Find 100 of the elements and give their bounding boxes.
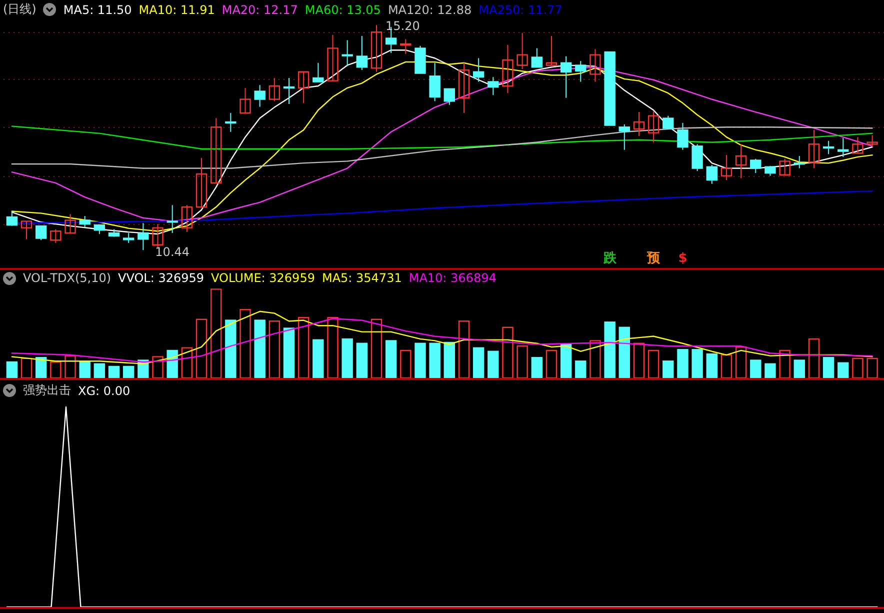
bar: [794, 360, 805, 378]
chart-title: 强势出击: [23, 382, 71, 399]
bar: [444, 342, 455, 378]
candlestick: [6, 210, 18, 226]
candlestick: [458, 62, 470, 114]
text: VVOL: 326959: [118, 271, 204, 285]
bar: [575, 360, 586, 378]
annotation: 10.44: [155, 245, 190, 260]
bar: [166, 350, 178, 378]
candlestick: [268, 77, 280, 102]
candlestick: [866, 134, 878, 148]
candlestick: [677, 122, 688, 150]
candlestick: [662, 115, 674, 129]
bar: [356, 342, 368, 378]
candlestick: [735, 144, 747, 179]
bar: [225, 320, 236, 378]
candlestick: [546, 35, 558, 66]
bar: [764, 363, 776, 378]
candlestick: [618, 124, 630, 150]
candlestick: [429, 62, 440, 102]
candlestick: [720, 154, 732, 181]
bar: [618, 326, 630, 378]
bar: [283, 328, 295, 378]
candlestick: [283, 77, 295, 104]
annotation: $: [678, 251, 688, 266]
candlestick: [590, 48, 601, 82]
text: MA20: 12.17: [222, 2, 298, 16]
candlestick: [152, 224, 164, 248]
candlestick: [342, 40, 353, 67]
text: MA10: 366894: [408, 271, 496, 285]
bar: [750, 360, 762, 378]
candlestick: [444, 88, 455, 106]
bar: [488, 350, 499, 378]
bar: [342, 338, 353, 378]
candlestick: [210, 118, 222, 184]
candlestick: [750, 158, 762, 174]
bar: [706, 353, 718, 378]
annotation: 预: [646, 251, 662, 266]
candlestick: [64, 214, 76, 234]
candlestick: [852, 136, 864, 154]
text: MA5: 11.50: [63, 2, 132, 16]
bar: [254, 320, 266, 378]
candlestick: [122, 232, 134, 244]
candlestick: [779, 158, 790, 176]
bar: [472, 347, 484, 378]
bar: [560, 344, 572, 378]
candlestick: [327, 34, 338, 82]
candlestick: [400, 38, 412, 54]
bar: [662, 360, 674, 378]
bar: [312, 339, 324, 378]
candlestick: [20, 220, 32, 240]
candlestick: [838, 138, 849, 158]
candlestick: [35, 225, 47, 241]
text: MA5: 354731: [322, 271, 402, 285]
text: VOLUME: 326959: [211, 271, 315, 285]
bar: [35, 356, 47, 378]
candlestick: [472, 58, 484, 82]
bar: [122, 366, 134, 378]
candlestick: [312, 62, 324, 82]
chart-title: (日线): [3, 1, 36, 18]
bar: [79, 360, 90, 378]
bar: [531, 356, 542, 378]
candlestick: [692, 144, 703, 172]
candlestick: [488, 76, 499, 96]
candlestick: [166, 204, 178, 234]
candlestick: [356, 35, 368, 70]
bar: [692, 348, 703, 378]
candlestick: [240, 87, 251, 114]
bar: [429, 342, 440, 378]
series-label: XG: 0.00: [78, 384, 130, 398]
text: MA120: 12.88: [388, 2, 472, 16]
annotation: 跌: [602, 251, 618, 266]
candlestick: [648, 110, 660, 143]
text: MA10: 11.91: [138, 2, 215, 16]
candlestick: [50, 228, 62, 244]
candlestick: [370, 24, 382, 72]
candlestick: [764, 165, 776, 176]
candlestick: [516, 32, 528, 70]
candlestick: [531, 48, 542, 68]
bar: [677, 348, 688, 378]
bar: [822, 356, 834, 378]
candlestick: [502, 44, 514, 94]
text: MA250: 11.77: [478, 2, 562, 16]
candlestick: [560, 56, 572, 98]
bar: [6, 361, 18, 378]
candlestick: [225, 112, 236, 132]
bar: [604, 321, 616, 378]
annotation: 15.20: [385, 19, 420, 34]
bar: [108, 366, 120, 378]
candlestick: [822, 140, 834, 155]
candlestick: [181, 204, 193, 233]
candlestick: [138, 222, 149, 251]
chart-title: VOL-TDX(5,10): [23, 271, 112, 285]
candlestick: [79, 216, 90, 228]
candlestick: [706, 164, 718, 184]
candlestick: [196, 157, 208, 208]
candlestick: [794, 155, 805, 169]
candlestick: [575, 60, 586, 82]
text: MA60: 13.05: [304, 2, 381, 16]
candlestick: [808, 129, 820, 169]
